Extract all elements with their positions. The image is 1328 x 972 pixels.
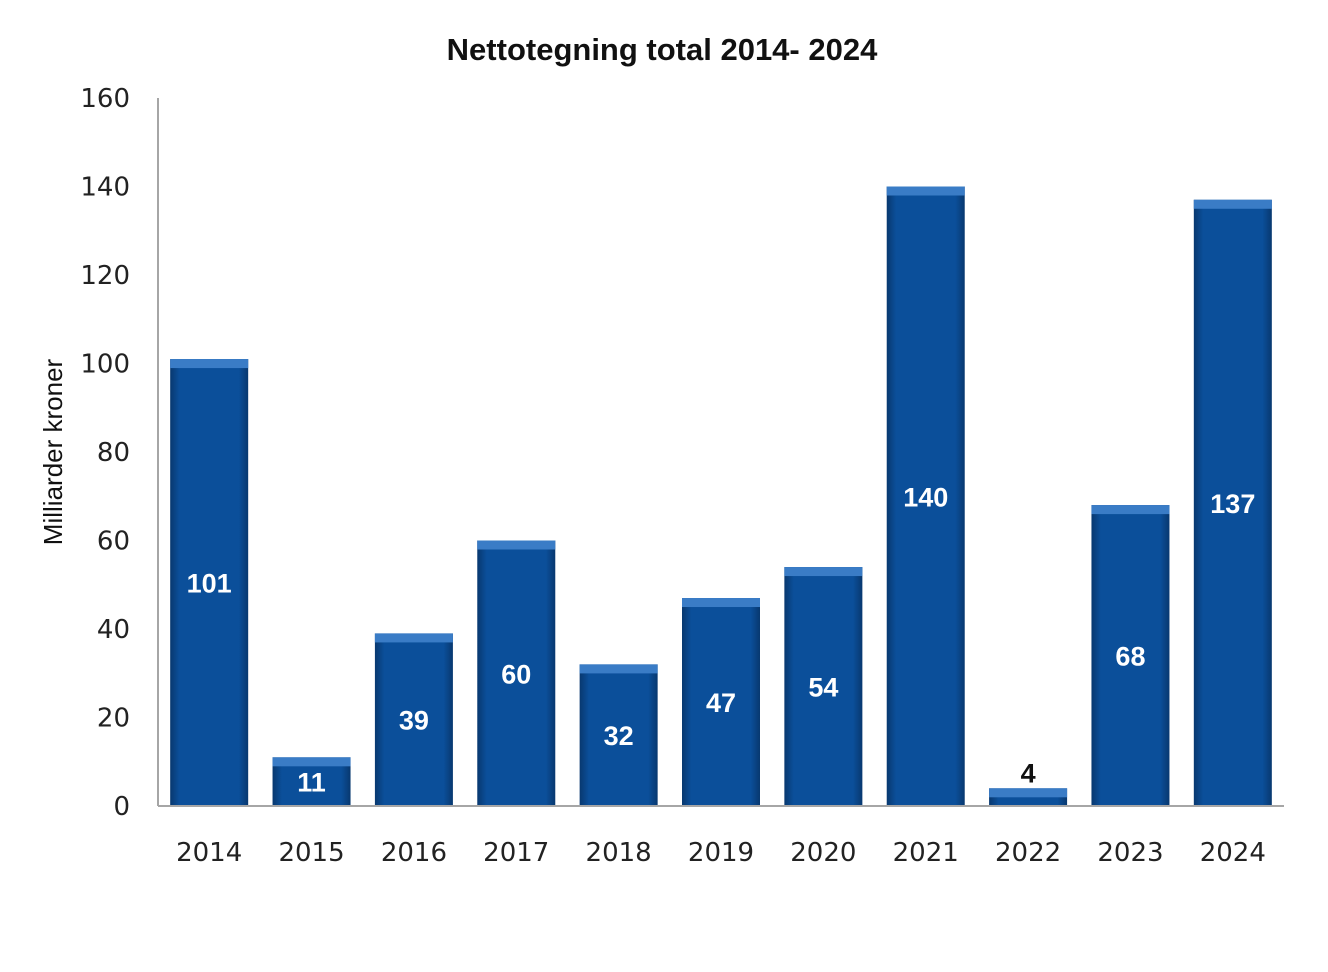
bar-top-bevel: [682, 598, 760, 608]
bars-group: 101 11 39 60 32 47 54 140 4 68 137: [170, 186, 1272, 806]
bar-2022: 4: [989, 758, 1068, 806]
data-label: 140: [903, 482, 948, 512]
chart-title: Nettotegning total 2014- 2024: [447, 32, 878, 67]
data-label: 39: [399, 706, 429, 736]
x-tick-label: 2023: [1097, 838, 1163, 868]
data-label: 11: [297, 768, 326, 798]
x-tick-label: 2016: [381, 838, 447, 868]
y-tick-label: 0: [113, 792, 130, 822]
bar-2019: 47: [682, 598, 760, 806]
bar-top-bevel: [579, 664, 658, 674]
data-label: 60: [501, 659, 531, 689]
bar-top-bevel: [477, 540, 556, 550]
bar-2015: 11: [272, 757, 351, 806]
bar-2014: 101: [170, 359, 249, 806]
data-label: 101: [187, 569, 232, 599]
y-tick-label: 60: [97, 527, 130, 557]
bar-2016: 39: [374, 633, 453, 806]
data-label: 47: [706, 688, 736, 718]
bar-2024: 137: [1193, 199, 1272, 806]
bar: [374, 633, 453, 806]
bar: [682, 598, 760, 806]
y-tick-label: 120: [80, 261, 130, 291]
y-tick-label: 20: [97, 704, 130, 734]
x-tick-label: 2022: [995, 838, 1061, 868]
bar-top-bevel: [784, 567, 863, 577]
bar-2018: 32: [579, 664, 658, 806]
bar-top-bevel: [1193, 199, 1272, 209]
data-label: 68: [1115, 642, 1145, 672]
y-axis-ticks: 0 20 40 60 80 100 120 140 160: [80, 84, 130, 822]
y-tick-label: 80: [97, 438, 130, 468]
x-tick-label: 2020: [790, 838, 856, 868]
data-label: 4: [1021, 758, 1036, 788]
x-tick-label: 2018: [586, 838, 652, 868]
bar: [886, 186, 965, 806]
x-tick-label: 2017: [483, 838, 549, 868]
bar: [1193, 199, 1272, 806]
bar-2020: 54: [784, 567, 863, 806]
x-tick-label: 2014: [176, 838, 242, 868]
data-label: 137: [1210, 489, 1255, 519]
y-tick-label: 140: [80, 173, 130, 203]
y-tick-label: 100: [80, 350, 130, 380]
bar-top-bevel: [374, 633, 453, 643]
x-tick-label: 2015: [278, 838, 344, 868]
bar-2017: 60: [477, 540, 556, 806]
bar-top-bevel: [989, 788, 1068, 798]
bar: [477, 540, 556, 806]
data-label: 54: [808, 673, 838, 703]
bar-2023: 68: [1091, 505, 1170, 806]
bar: [170, 359, 249, 806]
x-axis-ticks: 2014 2015 2016 2017 2018 2019 2020 2021 2022 2023…: [176, 838, 1266, 868]
x-tick-label: 2024: [1200, 838, 1266, 868]
bar-2021: 140: [886, 186, 965, 806]
bar: [1091, 505, 1170, 806]
bar-top-bevel: [886, 186, 965, 196]
x-tick-label: 2019: [688, 838, 754, 868]
y-tick-label: 40: [97, 615, 130, 645]
y-tick-label: 160: [80, 84, 130, 114]
bar-top-bevel: [170, 359, 249, 369]
bar: [784, 567, 863, 806]
x-tick-label: 2021: [893, 838, 959, 868]
bar: [579, 664, 658, 806]
y-axis-label: Milliarder kroner: [38, 358, 68, 545]
bar-top-bevel: [272, 757, 351, 767]
data-label: 32: [604, 721, 634, 751]
bar-top-bevel: [1091, 505, 1170, 515]
